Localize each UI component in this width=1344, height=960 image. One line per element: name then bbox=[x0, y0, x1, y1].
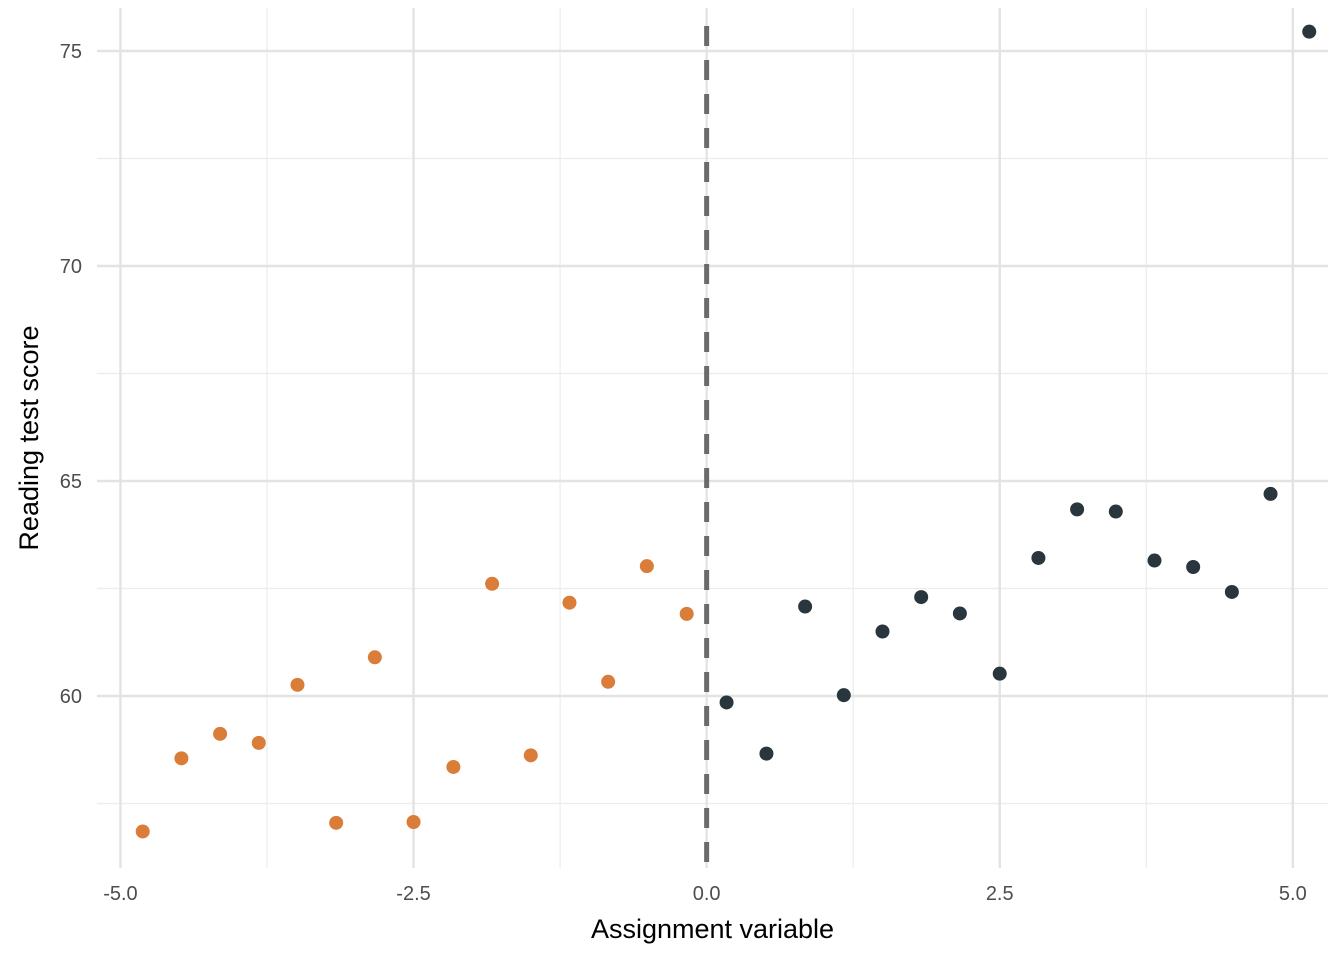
control-point bbox=[523, 748, 538, 763]
y-axis-ticks: 60 65 70 75 bbox=[60, 41, 82, 708]
treatment-point bbox=[798, 599, 813, 614]
treatment-point bbox=[1263, 486, 1278, 501]
treatment-point bbox=[952, 606, 967, 621]
control-point bbox=[406, 814, 421, 829]
control-point bbox=[562, 595, 577, 610]
control-point bbox=[213, 726, 228, 741]
control-point bbox=[446, 759, 461, 774]
treatment-point bbox=[914, 590, 929, 605]
x-axis-title: Assignment variable bbox=[591, 914, 834, 944]
treatment-point bbox=[1302, 24, 1317, 39]
major-grid bbox=[97, 8, 1328, 868]
control-point bbox=[367, 650, 382, 665]
treatment-point bbox=[1224, 584, 1239, 599]
control-point bbox=[601, 674, 616, 689]
x-tick-label: 0.0 bbox=[693, 883, 721, 905]
treatment-point bbox=[1070, 502, 1085, 517]
treatment-point bbox=[1147, 553, 1162, 568]
control-point bbox=[639, 559, 654, 574]
x-tick-label: 5.0 bbox=[1279, 883, 1307, 905]
y-axis-title: Reading test score bbox=[14, 325, 44, 550]
treatment-point bbox=[1031, 550, 1046, 565]
treatment-point bbox=[759, 746, 774, 761]
minor-grid bbox=[97, 8, 1328, 868]
treatment-point bbox=[1186, 560, 1201, 574]
treatment-point bbox=[719, 695, 734, 710]
control-point bbox=[174, 751, 189, 766]
control-point bbox=[251, 735, 266, 750]
control-point bbox=[329, 815, 344, 830]
x-tick-label: -5.0 bbox=[103, 883, 137, 905]
x-axis-ticks: -5.0 -2.5 0.0 2.5 5.0 bbox=[103, 883, 1307, 905]
control-point bbox=[679, 606, 694, 621]
control-point bbox=[290, 677, 305, 692]
treatment-point bbox=[836, 688, 851, 703]
control-point bbox=[485, 576, 500, 591]
treatment-point bbox=[1108, 504, 1123, 519]
y-tick-label: 70 bbox=[60, 256, 82, 278]
y-tick-label: 75 bbox=[60, 41, 82, 63]
y-tick-label: 60 bbox=[60, 686, 82, 708]
y-tick-label: 65 bbox=[60, 471, 82, 493]
x-tick-label: -2.5 bbox=[396, 883, 430, 905]
treatment-point bbox=[992, 666, 1007, 681]
points-layer bbox=[135, 24, 1317, 839]
treatment-point bbox=[875, 624, 890, 639]
control-point bbox=[135, 824, 150, 839]
x-tick-label: 2.5 bbox=[986, 883, 1014, 905]
